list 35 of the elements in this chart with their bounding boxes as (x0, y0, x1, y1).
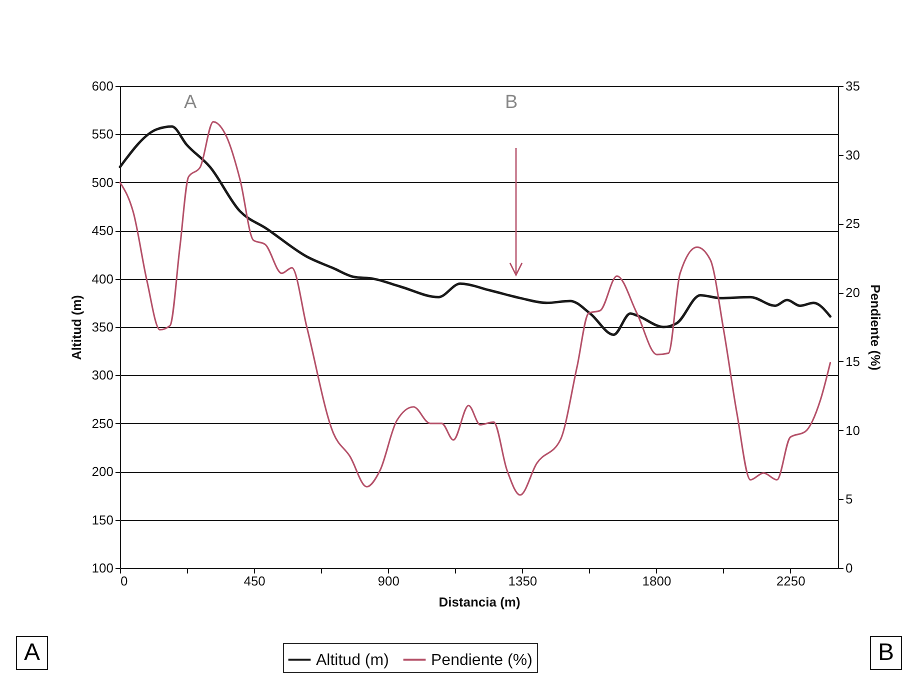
y-tick-label: 100 (92, 560, 114, 576)
x-axis-title: Distancia (m) (438, 594, 520, 610)
y2-tick-label: 30 (846, 147, 860, 162)
legend-label: Pendiente (%) (431, 652, 532, 669)
y2-tick-label: 35 (846, 78, 860, 94)
y2-tick-label: 15 (846, 354, 860, 369)
y-axis-title: Altitud (m) (68, 295, 84, 360)
text: A (16, 636, 48, 670)
y-tick-label: 600 (92, 78, 114, 94)
legend-label: Altitud (m) (316, 652, 389, 669)
text: B (870, 636, 902, 670)
y2-tick-label: 0 (846, 560, 853, 576)
y-tick-label: 200 (92, 464, 114, 480)
y2-tick-label: 25 (846, 216, 860, 232)
y2-tick-label: 20 (846, 285, 860, 300)
x-tick-label: 1350 (508, 574, 538, 588)
line-series (119, 121, 832, 496)
annotation: B (505, 92, 518, 114)
x-tick-label: 450 (244, 574, 266, 588)
y-tick-label: 350 (92, 320, 114, 334)
y2-tick-label: 5 (846, 492, 853, 507)
x-tick-label: 1800 (642, 574, 672, 588)
x-tick-label: 0 (120, 574, 128, 588)
y-tick-label: 150 (92, 512, 114, 528)
y2-axis-title: Pendiente (%) (868, 284, 883, 370)
y-tick-label: 500 (92, 174, 114, 190)
x-tick-label: 900 (378, 574, 400, 588)
annotation: A (184, 92, 197, 114)
y-tick-label: 550 (92, 126, 114, 142)
y2-tick-label: 10 (846, 422, 860, 438)
y-tick-label: 300 (92, 368, 114, 383)
y-tick-label: 250 (92, 416, 114, 431)
y-tick-label: 450 (92, 223, 114, 238)
x-tick-label: 2250 (776, 574, 806, 588)
y-tick-label: 400 (92, 271, 114, 286)
